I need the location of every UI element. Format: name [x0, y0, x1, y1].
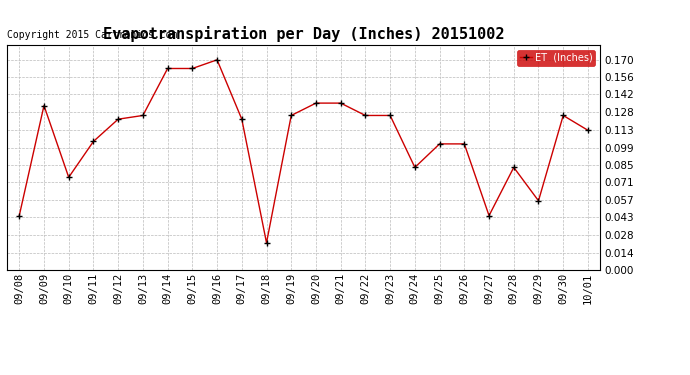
Text: Copyright 2015 Cartronics.com: Copyright 2015 Cartronics.com — [7, 30, 177, 40]
Legend: ET  (Inches): ET (Inches) — [518, 50, 595, 66]
Title: Evapotranspiration per Day (Inches) 20151002: Evapotranspiration per Day (Inches) 2015… — [103, 27, 504, 42]
